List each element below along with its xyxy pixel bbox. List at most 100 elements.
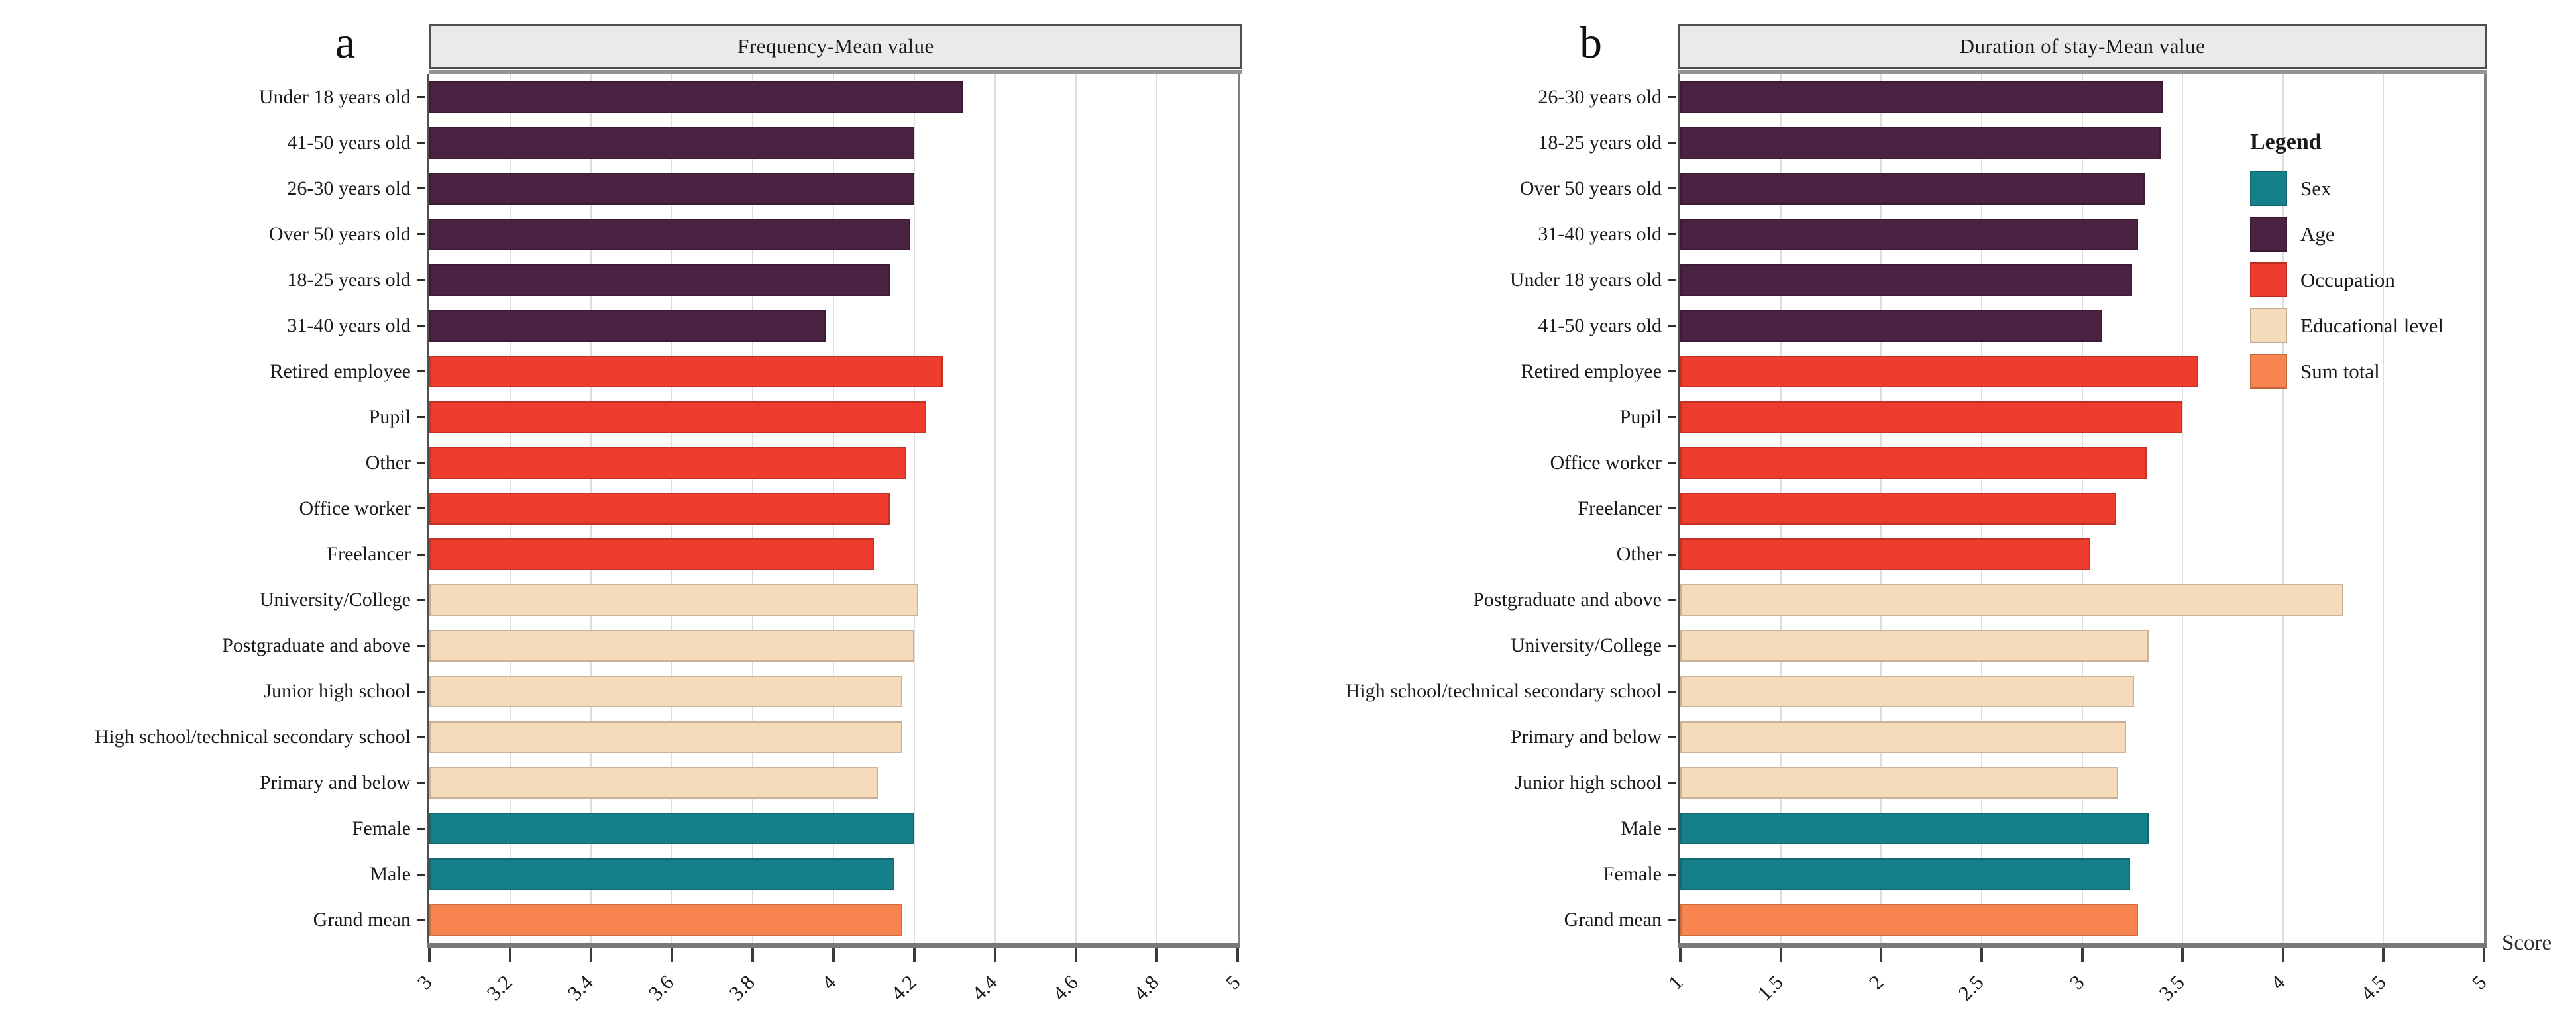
gridline-3.5 — [2182, 74, 2184, 943]
x-tick-label-text: 4 — [816, 970, 841, 994]
x-tick-b-4.5 — [2382, 948, 2385, 962]
x-tick-label-text: 5 — [1220, 970, 1245, 994]
y-label: Female — [1603, 863, 1662, 886]
y-label: 41-50 years old — [287, 131, 411, 154]
panel-header-b: Duration of stay-Mean value — [1678, 24, 2487, 69]
bar-a-12 — [429, 584, 919, 617]
y-tick — [417, 690, 425, 693]
bar-b-12 — [1680, 584, 2343, 617]
bar-a-14 — [429, 676, 902, 708]
bar-a-5 — [429, 264, 890, 296]
y-label-row: Pupil — [1246, 394, 1676, 440]
y-label: 26-30 years old — [1538, 85, 1662, 108]
y-label-row: Female — [0, 806, 425, 852]
y-label-row: 26-30 years old — [0, 166, 425, 211]
y-label: Retired employee — [270, 360, 411, 382]
bar-a-8 — [429, 401, 927, 433]
y-tick — [417, 462, 425, 464]
y-label: Male — [1621, 817, 1662, 840]
gridline-4 — [2282, 74, 2284, 943]
y-tick — [1668, 873, 1676, 876]
legend-items: Sex Age Occupation Educational level Sum tot… — [2250, 166, 2561, 394]
y-tick — [1668, 736, 1676, 738]
gridline-4.4 — [994, 74, 996, 943]
x-tick-label-text: 2.5 — [1953, 970, 1988, 1005]
y-tick — [417, 325, 425, 327]
y-label: Grand mean — [313, 909, 411, 931]
x-tick-label-text: 3.4 — [563, 970, 598, 1005]
legend-swatch-sum — [2250, 354, 2287, 389]
header-underline-a — [429, 70, 1242, 74]
x-tick-a-3 — [428, 948, 431, 962]
panel-header-a: Frequency-Mean value — [429, 24, 1242, 69]
y-label: Pupil — [1619, 405, 1662, 428]
gridline-4.2 — [914, 74, 915, 943]
legend-item-label: Sum total — [2300, 359, 2380, 383]
y-label: Pupil — [368, 405, 411, 428]
y-label: Retired employee — [1521, 360, 1662, 382]
x-tick-b-3.5 — [2181, 948, 2184, 962]
bar-b-11 — [1680, 538, 2090, 571]
y-label: Office worker — [299, 497, 411, 519]
y-label: Under 18 years old — [258, 85, 411, 108]
bar-b-10 — [1680, 493, 2117, 525]
bar-a-7 — [429, 355, 943, 387]
bar-a-13 — [429, 630, 914, 662]
y-tick — [417, 416, 425, 419]
legend-swatch-sex — [2250, 171, 2287, 206]
y-label: Male — [370, 863, 411, 886]
legend-item-label: Educational level — [2300, 313, 2444, 337]
y-label-row: University/College — [0, 578, 425, 623]
x-axis-line-a — [427, 943, 1240, 948]
y-label-row: Freelancer — [1246, 485, 1676, 531]
bar-b-19 — [1680, 904, 2139, 936]
x-tick-a-4 — [832, 948, 835, 962]
x-tick-a-3.8 — [751, 948, 754, 962]
y-label-row: High school/technical secondary school — [1246, 669, 1676, 715]
bar-b-13 — [1680, 630, 2149, 662]
y-tick — [1668, 690, 1676, 693]
y-label-row: Other — [0, 440, 425, 485]
y-tick — [1668, 96, 1676, 99]
legend-item-age: Age — [2250, 211, 2561, 257]
y-label-row: 41-50 years old — [1246, 303, 1676, 348]
panel-label-b: b — [1580, 17, 1602, 68]
x-tick-a-4.8 — [1155, 948, 1158, 962]
y-label: 31-40 years old — [1538, 223, 1662, 245]
legend-item-label: Occupation — [2300, 268, 2395, 291]
legend-item-educational: Educational level — [2250, 303, 2561, 348]
y-label: Junior high school — [264, 680, 411, 703]
bar-b-15 — [1680, 721, 2127, 754]
y-axis-labels-b: 26-30 years old 18-25 years old Over 50 ye… — [1246, 74, 1676, 943]
x-tick-label-text: 4.4 — [967, 970, 1002, 1005]
y-tick — [1668, 142, 1676, 144]
y-label: Female — [352, 817, 411, 840]
y-label: Grand mean — [1564, 909, 1662, 931]
legend-swatch-educational — [2250, 308, 2287, 343]
y-label: Other — [1616, 543, 1662, 566]
x-tick-label-text: 3.5 — [2154, 970, 2190, 1005]
x-tick-b-2 — [1880, 948, 1883, 962]
legend-swatch-age — [2250, 217, 2287, 252]
x-tick-label-text: 4.8 — [1128, 970, 1164, 1005]
y-tick — [1668, 599, 1676, 601]
y-tick — [1668, 507, 1676, 510]
y-tick — [417, 370, 425, 373]
y-label: Other — [365, 451, 411, 474]
bar-a-10 — [429, 493, 890, 525]
bar-a-17 — [429, 813, 914, 845]
x-tick-a-3.6 — [671, 948, 673, 962]
x-tick-b-4 — [2281, 948, 2284, 962]
y-label-row: Retired employee — [0, 348, 425, 394]
y-tick — [417, 919, 425, 921]
y-label: 31-40 years old — [287, 314, 411, 336]
y-label: Junior high school — [1515, 772, 1662, 794]
y-tick — [417, 233, 425, 236]
y-tick — [417, 279, 425, 281]
chart-title-b: Duration of stay-Mean value — [1959, 34, 2206, 58]
y-label-row: Under 18 years old — [0, 74, 425, 120]
panel-label-a: a — [335, 17, 356, 68]
bar-a-2 — [429, 126, 914, 159]
x-tick-label-text: 1 — [1663, 970, 1688, 994]
y-tick — [1668, 919, 1676, 921]
